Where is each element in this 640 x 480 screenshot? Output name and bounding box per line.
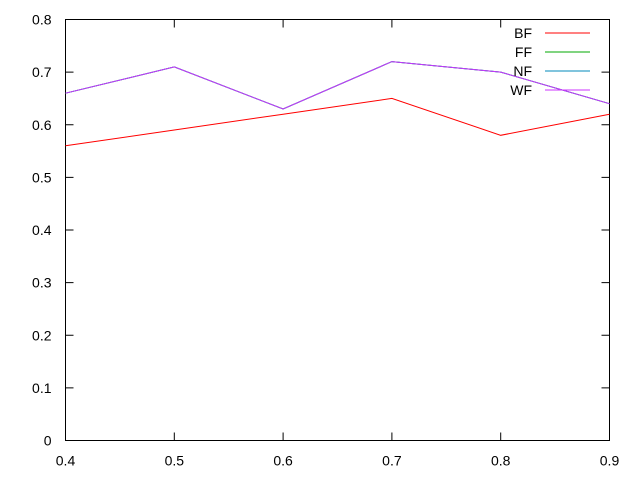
y-tick-label: 0.2 [32, 327, 52, 343]
y-tick-label: 0.7 [32, 64, 52, 80]
series-line-wf [65, 61, 610, 110]
legend-label-bf: BF [514, 25, 532, 41]
x-tick-label: 0.5 [165, 453, 185, 469]
legend: BF FF NF WF [510, 25, 590, 98]
legend-label-nf: NF [513, 63, 532, 79]
y-tick-label: 0.4 [32, 222, 52, 238]
x-tick-label: 0.6 [273, 453, 293, 469]
axis-ticks: 0 0.1 0.2 0.3 0.4 0.5 0.6 0.7 0.8 0.4 0.5 0.6 0.7 0.8… [32, 12, 619, 469]
y-tick-label: 0.1 [32, 380, 52, 396]
y-tick-label: 0.3 [32, 275, 52, 291]
y-tick-label: 0 [44, 433, 52, 449]
x-tick-label: 0.8 [491, 453, 511, 469]
y-tick-label: 0.6 [32, 117, 52, 133]
legend-label-wf: WF [510, 82, 532, 98]
x-tick-label: 0.7 [382, 453, 402, 469]
legend-label-ff: FF [515, 44, 532, 60]
y-tick-label: 0.5 [32, 169, 52, 185]
y-tick-label: 0.8 [32, 12, 52, 28]
series-line-bf [65, 97, 610, 147]
series-lines [65, 61, 610, 147]
x-tick-label: 0.9 [600, 453, 620, 469]
x-tick-label: 0.4 [56, 453, 76, 469]
